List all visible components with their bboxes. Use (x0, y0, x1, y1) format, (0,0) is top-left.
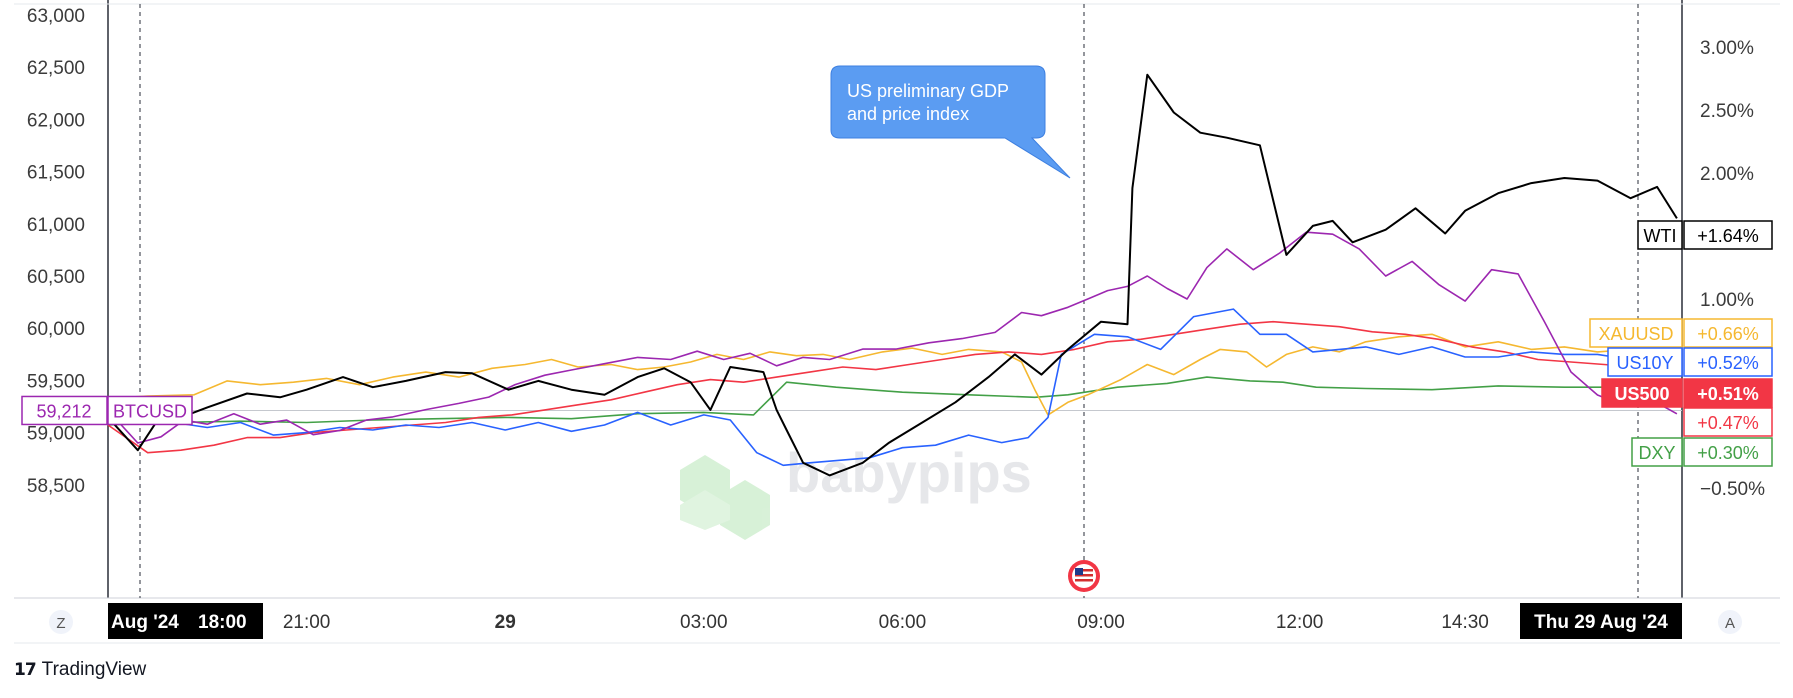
left-tick-label: 62,000 (27, 110, 85, 131)
x-tick-label: 21:00 (283, 612, 331, 633)
x-end-badge (1520, 603, 1682, 639)
watermark-text: babypips (786, 441, 1032, 504)
series-name-label: US500 (1614, 384, 1669, 404)
series-value-label: +0.30% (1697, 443, 1759, 463)
left-tick-label: 61,500 (27, 163, 85, 184)
series-value-box (1683, 318, 1773, 348)
babypips-watermark: babypips (680, 441, 1032, 540)
series-name-box (1607, 347, 1683, 377)
btc-price-value: 59,212 (36, 401, 91, 421)
left-tick-label: 62,500 (27, 58, 85, 79)
series-name-label: XAUUSD (1598, 324, 1673, 344)
series-line-xauusd (107, 333, 1678, 416)
series-line-us500 (107, 320, 1677, 454)
left-tick-label: 61,000 (27, 215, 85, 236)
series-value-label: +0.52% (1697, 353, 1759, 373)
right-series-labels: +1.64% WTI +0.66% XAUUSD +0.52% US10Y +0.51% US… (1589, 220, 1773, 467)
left-tick-label: 60,500 (27, 267, 85, 288)
z-button[interactable] (49, 610, 73, 634)
tradingview-brand[interactable]: 𝟭𝟳 TradingView (14, 655, 146, 685)
right-tick-label: 2.50% (1700, 101, 1754, 122)
series-value-box (1683, 407, 1773, 437)
series-value-label: +1.64% (1697, 226, 1759, 246)
left-tick-label: 59,000 (27, 424, 85, 445)
series-name-box (1637, 220, 1683, 250)
series-value-box (1683, 437, 1773, 467)
x-end-date: Thu 29 Aug '24 (1534, 612, 1668, 633)
annotation-line1: US preliminary GDP (847, 81, 1009, 101)
right-tick-label: 1.00% (1700, 290, 1754, 311)
a-button-label: A (1725, 615, 1735, 632)
left-axis-ticks: 63,000 62,500 62,000 61,500 61,000 60,500 60,0… (27, 6, 85, 497)
series-line-us10y (107, 308, 1677, 467)
btc-price-label: 59,212 BTCUSD (21, 395, 193, 426)
series-value-box (1683, 220, 1773, 250)
left-tick-label: 60,000 (27, 319, 85, 340)
series-value-label: +0.51% (1697, 384, 1759, 404)
series-name-box (1601, 378, 1683, 408)
annotation-callout[interactable]: US preliminary GDP and price index (830, 65, 1071, 179)
right-tick-label: 2.00% (1700, 164, 1754, 185)
series-name-label: DXY (1638, 443, 1675, 463)
x-start-time: 18:00 (198, 612, 247, 633)
z-button-label: Z (56, 615, 65, 632)
series-line-wti (107, 73, 1678, 477)
series-value-label: +0.47% (1697, 413, 1759, 433)
x-tick-label: 06:00 (879, 612, 927, 633)
series-value-box (1683, 347, 1773, 377)
right-tick-label: −0.50% (1700, 479, 1765, 500)
x-start-badge (108, 603, 263, 639)
series-value-box (1683, 378, 1773, 408)
a-button[interactable] (1718, 610, 1742, 634)
left-tick-label: 63,000 (27, 6, 85, 27)
x-tick-label: 12:00 (1276, 612, 1324, 633)
x-tick-label: 03:00 (680, 612, 728, 633)
btc-series-name: BTCUSD (113, 401, 187, 421)
annotation-line2: and price index (847, 104, 969, 124)
x-start-date: Aug '24 (111, 612, 179, 633)
series-line-btcusd (107, 231, 1678, 444)
series-name-box (1631, 437, 1683, 467)
x-tick-label: 29 (495, 612, 516, 633)
time-axis: Z A Aug '24 18:00 Thu 29 Aug '24 21:00 29… (49, 603, 1742, 639)
left-tick-label: 58,500 (27, 476, 85, 497)
series-line-dxy (107, 376, 1677, 426)
x-tick-label: 14:30 (1441, 612, 1489, 633)
tradingview-logo-icon: 𝟭𝟳 (14, 660, 37, 679)
series-layer (107, 73, 1678, 477)
right-tick-label: 3.00% (1700, 38, 1754, 59)
series-name-box (1589, 318, 1683, 348)
tradingview-name: TradingView (41, 659, 147, 680)
x-tick-label: 09:00 (1077, 612, 1125, 633)
series-value-label: +0.66% (1697, 324, 1759, 344)
left-tick-label: 59,500 (27, 371, 85, 392)
series-name-label: WTI (1644, 226, 1677, 246)
series-name-label: US10Y (1616, 353, 1673, 373)
us-flag-icon[interactable] (1068, 560, 1100, 592)
